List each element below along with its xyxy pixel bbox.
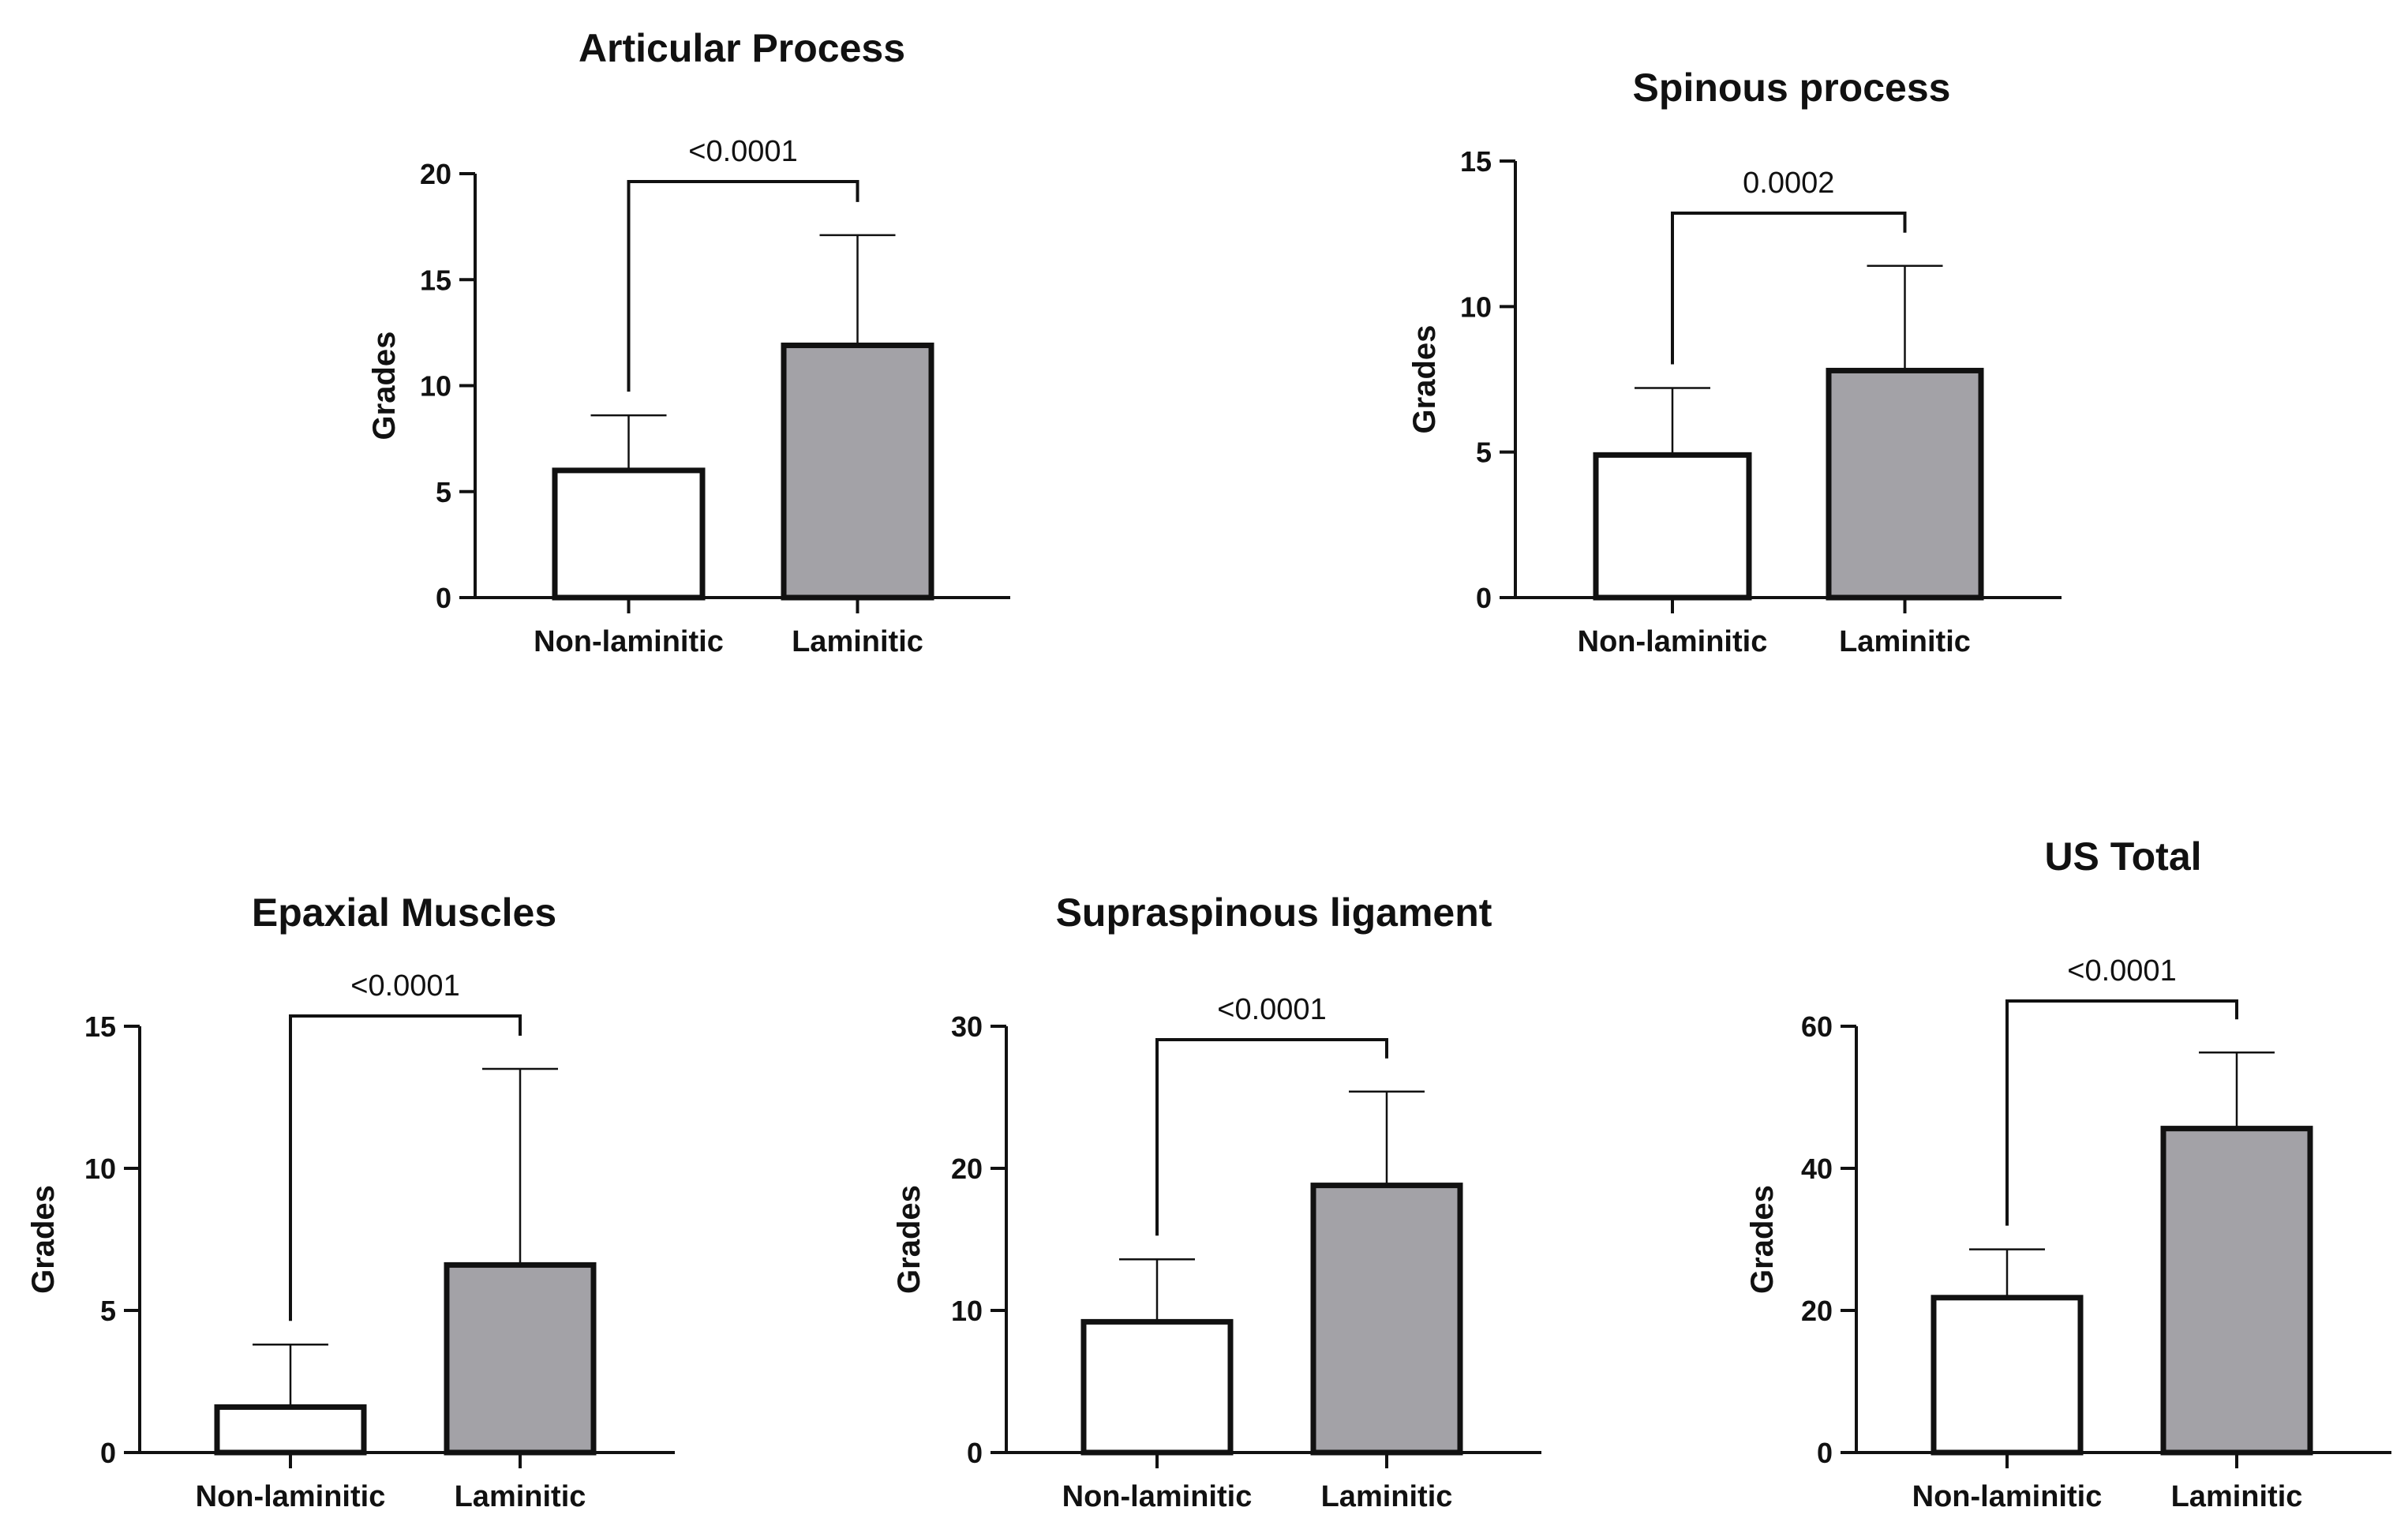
y-tick-label: 0 <box>967 1437 983 1469</box>
significance-bracket <box>289 1014 522 1321</box>
p-value-label: 0.0002 <box>1743 167 1834 200</box>
chart-title: Epaxial Muscles <box>252 890 556 935</box>
y-tick-label: 0 <box>1476 582 1492 614</box>
y-axis-label: Grades <box>367 332 402 440</box>
y-tick-label: 5 <box>1476 437 1492 469</box>
y-tick-label: 20 <box>951 1153 983 1185</box>
y-tick-label: 40 <box>1801 1153 1833 1185</box>
x-tick-label: Laminitic <box>792 625 923 658</box>
chart-title: Articular Process <box>579 26 905 70</box>
chart-panel-4: Supraspinous ligament Grades 0 10 20 30 Non-la… <box>892 890 1541 1513</box>
y-tick-label: 15 <box>84 1010 116 1043</box>
chart-title: Supraspinous ligament <box>1056 890 1492 935</box>
bar-laminitic <box>444 1261 597 1456</box>
chart-title: US Total <box>2044 834 2201 879</box>
x-tick-label: Laminitic <box>1321 1480 1453 1513</box>
x-tick-label: Non-laminitic <box>1912 1480 2103 1513</box>
x-tick-label: Laminitic <box>1839 625 1971 658</box>
bar-non-laminitic <box>1593 452 1752 601</box>
chart-title: Spinous process <box>1633 66 1951 110</box>
bar-non-laminitic <box>1931 1295 2084 1456</box>
x-tick-label: Laminitic <box>455 1480 586 1513</box>
y-tick-label: 10 <box>1460 291 1492 323</box>
bar-non-laminitic <box>552 467 706 601</box>
chart-panel-2: Spinous process Grades 0 5 10 15 Non-laminitic… <box>1407 66 2062 658</box>
significance-bracket <box>627 180 859 392</box>
x-tick-label: Non-laminitic <box>196 1480 386 1513</box>
y-tick-label: 5 <box>100 1295 116 1327</box>
x-tick-label: Non-laminitic <box>1578 625 1768 658</box>
y-tick-label: 5 <box>436 476 451 508</box>
y-tick-label: 30 <box>951 1010 983 1043</box>
p-value-label: <0.0001 <box>350 969 459 1003</box>
y-tick-label: 20 <box>1801 1295 1833 1327</box>
chart-panel-5: US Total Grades 0 20 40 60 Non-laminitic Lamini… <box>1745 834 2391 1513</box>
significance-bracket <box>2005 999 2238 1226</box>
x-tick-label: Laminitic <box>2171 1480 2303 1513</box>
chart-panel-3: Epaxial Muscles Grades 0 5 10 15 Non-laminitic… <box>26 890 675 1513</box>
bar-laminitic <box>781 342 934 601</box>
y-axis-label: Grades <box>1407 325 1442 434</box>
bar-laminitic <box>2160 1126 2313 1456</box>
y-tick-label: 60 <box>1801 1010 1833 1043</box>
y-tick-label: 0 <box>1817 1437 1833 1469</box>
y-tick-label: 15 <box>1460 145 1492 178</box>
x-tick-label: Non-laminitic <box>1062 1480 1253 1513</box>
y-tick-label: 10 <box>951 1295 983 1327</box>
y-axis-label: Grades <box>1745 1185 1780 1294</box>
bar-non-laminitic <box>1080 1318 1234 1456</box>
x-tick-label: Non-laminitic <box>534 625 724 658</box>
y-axis-label: Grades <box>26 1185 61 1294</box>
p-value-label: <0.0001 <box>1217 993 1326 1026</box>
y-tick-label: 20 <box>420 158 451 190</box>
chart-panel-1: Articular Process Grades 0 5 10 15 20 Non-lamin… <box>367 26 1010 658</box>
y-tick-label: 0 <box>436 582 451 614</box>
bar-laminitic <box>1826 367 1984 601</box>
bar-non-laminitic <box>214 1404 367 1456</box>
significance-bracket <box>1671 212 1907 365</box>
y-tick-label: 10 <box>420 370 451 403</box>
y-axis-label: Grades <box>892 1185 927 1294</box>
bar-laminitic <box>1310 1183 1463 1456</box>
y-tick-label: 10 <box>84 1153 116 1185</box>
p-value-label: <0.0001 <box>2067 954 2176 988</box>
significance-bracket <box>1155 1038 1388 1236</box>
y-tick-label: 15 <box>420 264 451 296</box>
y-tick-label: 0 <box>100 1437 116 1469</box>
p-value-label: <0.0001 <box>688 135 797 168</box>
